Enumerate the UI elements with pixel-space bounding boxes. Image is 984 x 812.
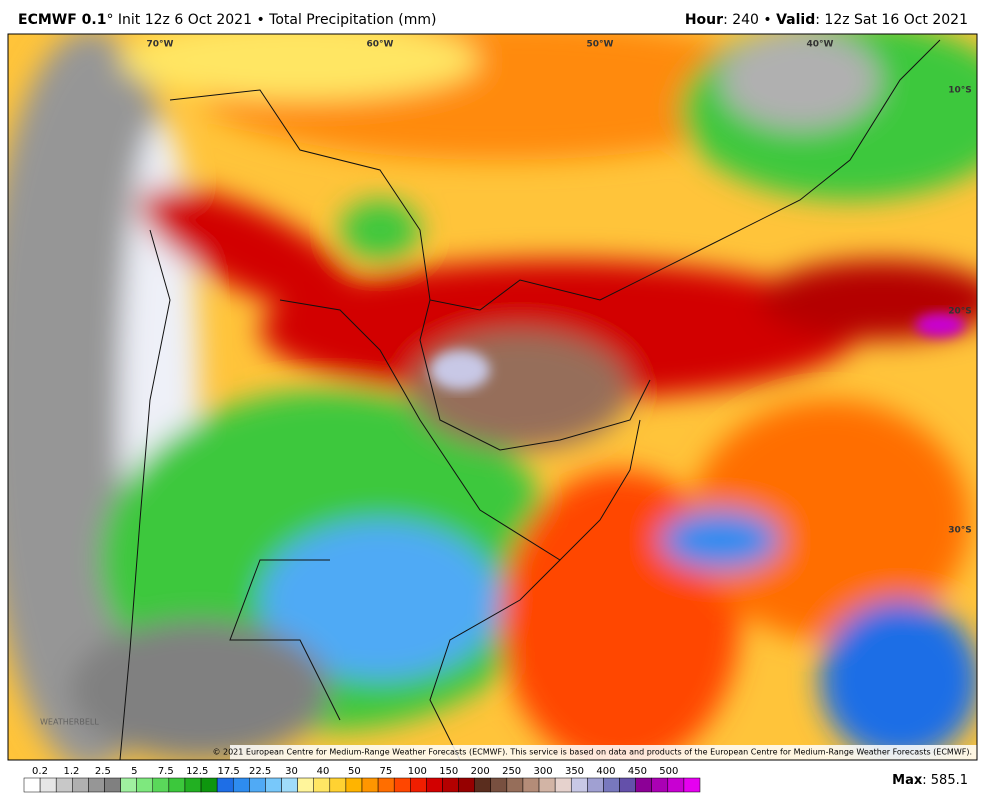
- color-box: [72, 777, 89, 793]
- colorbar-label: 17.5: [218, 766, 240, 777]
- colorbar-label: 5: [131, 766, 137, 777]
- color-box: [410, 777, 427, 793]
- color-box: [442, 777, 459, 793]
- colorbar-label: 300: [534, 766, 553, 777]
- map: 70°W 60°W 50°W 40°W 10°S 20°S 30°S WEATH…: [8, 34, 977, 760]
- colorbar-label: 400: [596, 766, 615, 777]
- colorbar-label: 450: [628, 766, 647, 777]
- lon-label: 40°W: [807, 40, 834, 50]
- color-box: [522, 777, 540, 793]
- lat-label: 20°S: [948, 307, 972, 317]
- color-box: [345, 777, 363, 793]
- valid-value: : 12z Sat 16 Oct 2021: [815, 12, 968, 28]
- color-box: [120, 777, 137, 793]
- colorbar-label: 1.2: [63, 766, 79, 777]
- color-box: [313, 777, 331, 793]
- colorbar-label: 250: [502, 766, 521, 777]
- color-box: [651, 777, 669, 793]
- header-right: Hour: 240 • Valid: 12z Sat 16 Oct 2021: [685, 12, 968, 28]
- colorbar-label: 12.5: [186, 766, 208, 777]
- color-box: [55, 777, 73, 793]
- logo: WEATHERBELL: [40, 718, 99, 727]
- color-box: [635, 777, 652, 793]
- color-box: [216, 777, 234, 793]
- color-box: [39, 777, 57, 793]
- colorbar: 0.2 1.2 2.5 5 7.5 12.5 17.5 22.5 30 40 50 75 100 150 2…: [23, 766, 701, 793]
- color-box: [361, 777, 379, 793]
- color-box: [168, 777, 186, 793]
- colorbar-label: 30: [285, 766, 298, 777]
- color-box: [667, 777, 685, 793]
- color-box: [152, 777, 170, 793]
- colorbar-label: 350: [565, 766, 584, 777]
- model: ECMWF 0.1: [18, 12, 106, 28]
- lat-label: 30°S: [948, 526, 972, 536]
- header-left: ECMWF 0.1° Init 12z 6 Oct 2021 • Total P…: [18, 12, 436, 28]
- color-box: [184, 777, 202, 793]
- max: Max: 585.1: [892, 773, 968, 788]
- lat-label: 10°S: [948, 86, 972, 96]
- color-box: [619, 777, 636, 793]
- color-box: [88, 777, 105, 793]
- color-box: [249, 777, 266, 793]
- color-box: [458, 777, 475, 793]
- color-box: [538, 777, 556, 793]
- color-box: [377, 777, 395, 793]
- color-box: [281, 777, 298, 793]
- color-box: [426, 777, 443, 793]
- color-box: [329, 777, 347, 793]
- colorbar-label: 7.5: [158, 766, 174, 777]
- color-box: [200, 777, 218, 793]
- color-box: [23, 777, 41, 793]
- color-box: [603, 777, 620, 793]
- color-box: [490, 777, 508, 793]
- credit: © 2021 European Centre for Medium-Range …: [212, 748, 972, 757]
- color-box: [136, 777, 154, 793]
- max-key: Max: [892, 773, 923, 788]
- color-box: [232, 777, 250, 793]
- color-box: [554, 777, 572, 793]
- colorbar-label: 2.5: [95, 766, 111, 777]
- info: ° Init 12z 6 Oct 2021 • Total Precipitat…: [106, 12, 436, 28]
- color-box: [474, 777, 492, 793]
- color-box: [393, 777, 411, 793]
- valid-key: Valid: [776, 12, 815, 28]
- colorbar-label: 40: [317, 766, 330, 777]
- max-value: : 585.1: [922, 773, 968, 788]
- color-box: [683, 777, 701, 793]
- colorbar-label: 22.5: [249, 766, 271, 777]
- color-box: [297, 777, 314, 793]
- hour-value: : 240 •: [723, 12, 776, 28]
- colorbar-label: 75: [379, 766, 392, 777]
- colorbar-label: 500: [659, 766, 678, 777]
- color-box: [587, 777, 604, 793]
- lon-label: 70°W: [147, 40, 174, 50]
- lon-label: 50°W: [587, 40, 614, 50]
- color-box: [104, 777, 121, 793]
- color-box: [265, 777, 282, 793]
- colorbar-label: 150: [439, 766, 458, 777]
- colorbar-label: 200: [471, 766, 490, 777]
- lon-label: 60°W: [367, 40, 394, 50]
- color-box: [570, 777, 588, 793]
- hour-key: Hour: [685, 12, 723, 28]
- colorbar-label: 0.2: [32, 766, 48, 777]
- color-box: [506, 777, 524, 793]
- colorbar-label: 50: [348, 766, 361, 777]
- colorbar-label: 100: [408, 766, 427, 777]
